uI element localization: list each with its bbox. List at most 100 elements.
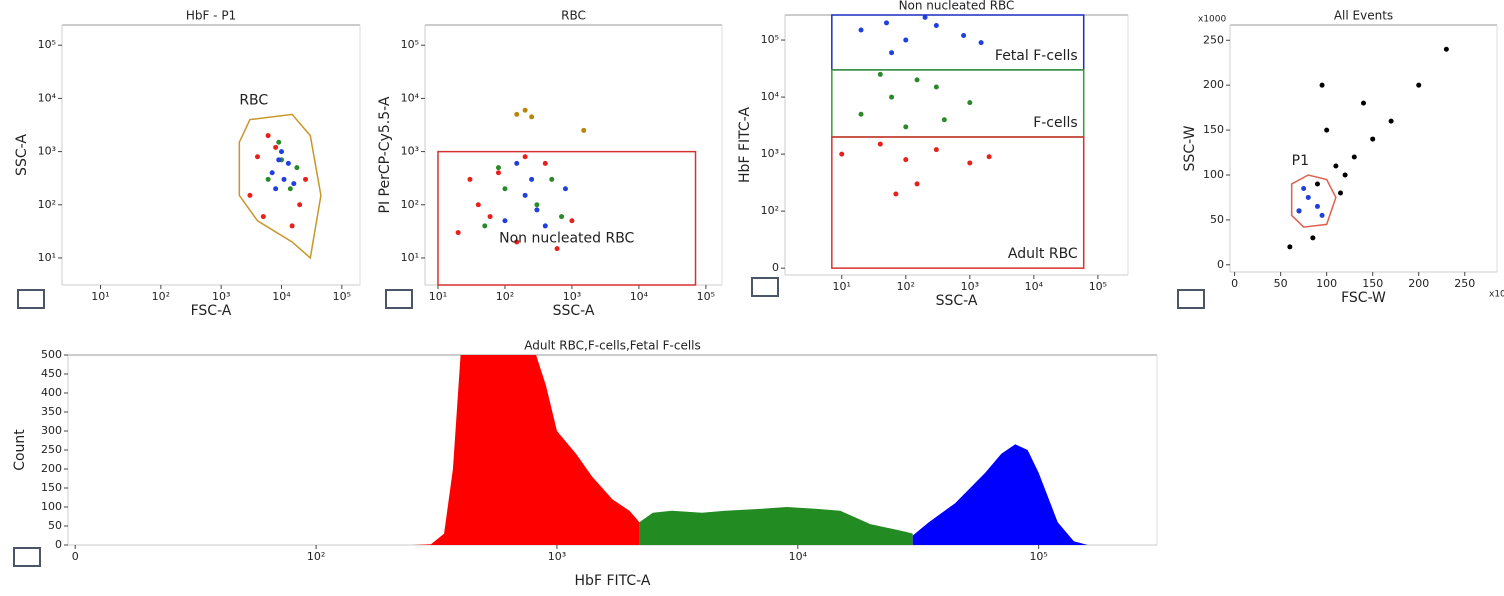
event-point: [482, 223, 488, 229]
x-axis-label: FSC-W: [1341, 290, 1386, 306]
y-tick-label: 10³: [38, 145, 56, 158]
x-tick-label: 10⁴: [1025, 280, 1044, 293]
event-point: [529, 114, 535, 120]
plot: All Events FSC-W SSC-W x100 x1000 0 50 100 150 20…: [1182, 9, 1504, 307]
event-point: [1324, 127, 1330, 133]
event-point: [303, 176, 309, 182]
event-point: [1310, 235, 1316, 241]
event-point: [273, 144, 279, 150]
event-point: [933, 22, 939, 28]
y-tick-label: 200: [1203, 78, 1224, 91]
y-tick-label: 10⁵: [761, 33, 779, 46]
y-axis-label: SSC-W: [1182, 125, 1198, 171]
event-point: [1342, 172, 1348, 178]
event-point: [529, 176, 535, 182]
event-point: [1370, 136, 1376, 142]
event-point: [542, 160, 548, 166]
x-tick-label: 10¹: [833, 280, 851, 293]
event-point: [986, 154, 992, 160]
event-point: [276, 139, 282, 145]
event-point: [294, 165, 300, 171]
event-point: [967, 160, 973, 166]
y-tick-label: 0: [55, 538, 62, 551]
x-tick-label: 50: [1274, 277, 1288, 290]
y-axis-label: SSC-A: [14, 134, 30, 176]
event-point: [903, 157, 909, 163]
plot: RBC SSC-A PI PerCP-Cy5.5-A 10¹ 10² 10³ 10⁴ 10⁵ 1…: [377, 9, 723, 319]
event-point: [884, 20, 890, 26]
event-point: [291, 181, 297, 187]
event-point: [1361, 100, 1366, 106]
event-point: [522, 107, 528, 113]
event-point: [514, 111, 520, 117]
histogram-area: [411, 355, 640, 545]
x-tick-label: 250: [1454, 277, 1475, 290]
y-tick-label: 10⁴: [761, 90, 780, 103]
y-tick-label: 10³: [401, 145, 419, 158]
event-point: [287, 186, 293, 192]
event-point: [276, 157, 282, 163]
event-point: [903, 124, 909, 130]
event-point: [1337, 190, 1343, 196]
x-tick-label: 150: [1362, 277, 1383, 290]
event-point: [559, 214, 565, 220]
event-point: [978, 40, 984, 46]
event-point: [502, 186, 508, 192]
gate-label: P1: [1292, 153, 1309, 169]
event-point: [1319, 82, 1325, 88]
event-point: [273, 186, 279, 192]
event-point: [495, 165, 501, 171]
event-point: [297, 202, 303, 208]
event-point: [893, 191, 899, 197]
y-tick-label: 10¹: [38, 251, 56, 264]
y-tick-label: 500: [41, 348, 62, 361]
gate: [238, 113, 322, 260]
event-point: [514, 239, 520, 245]
event-point: [1333, 163, 1339, 169]
event-point: [1301, 185, 1307, 191]
plot-icon: [751, 277, 779, 297]
x-tick-label: 10³: [563, 290, 581, 303]
event-point: [933, 84, 939, 90]
y-axis-label: Count: [12, 429, 28, 471]
plot-icon: [17, 289, 45, 309]
y-tick-label: 0: [1217, 258, 1224, 271]
event-point: [247, 192, 253, 198]
x-tick-label: 10¹: [429, 290, 447, 303]
event-point: [562, 186, 568, 192]
y-tick-label: 0: [772, 261, 779, 274]
x-tick-label: 10²: [152, 290, 170, 303]
gate-label: Fetal F-cells: [995, 48, 1078, 64]
x-tick-label: 10⁴: [272, 290, 291, 303]
y-tick-label: 10⁴: [38, 91, 57, 104]
event-point: [281, 176, 287, 182]
event-point: [903, 37, 909, 43]
x-tick-label: 10²: [897, 280, 915, 293]
x-tick-label: 10⁵: [1089, 280, 1107, 293]
event-point: [581, 127, 587, 133]
y-tick-label: 250: [1203, 33, 1224, 46]
event-point: [495, 170, 501, 176]
event-point: [522, 154, 528, 160]
histogram-area: [639, 507, 913, 545]
event-point: [889, 94, 895, 100]
event-point: [554, 246, 560, 252]
y-tick-label: 100: [41, 500, 62, 513]
event-point: [889, 50, 895, 56]
event-point: [839, 151, 845, 157]
y-tick-label: 150: [41, 481, 62, 494]
event-point: [877, 141, 883, 147]
gate-label: Non nucleated RBC: [499, 230, 634, 246]
y-axis-label: HbF FITC-A: [737, 107, 753, 183]
y-multiplier: x1000: [1198, 15, 1227, 25]
x-tick-label: 10³: [212, 290, 230, 303]
y-tick-label: 10³: [761, 147, 779, 160]
x-tick-label: 10²: [307, 550, 325, 563]
event-point: [534, 202, 540, 208]
event-point: [549, 176, 555, 182]
y-tick-label: 100: [1203, 168, 1224, 181]
event-point: [1296, 208, 1302, 214]
y-tick-label: 350: [41, 405, 62, 418]
plot-area: [1287, 46, 1449, 250]
